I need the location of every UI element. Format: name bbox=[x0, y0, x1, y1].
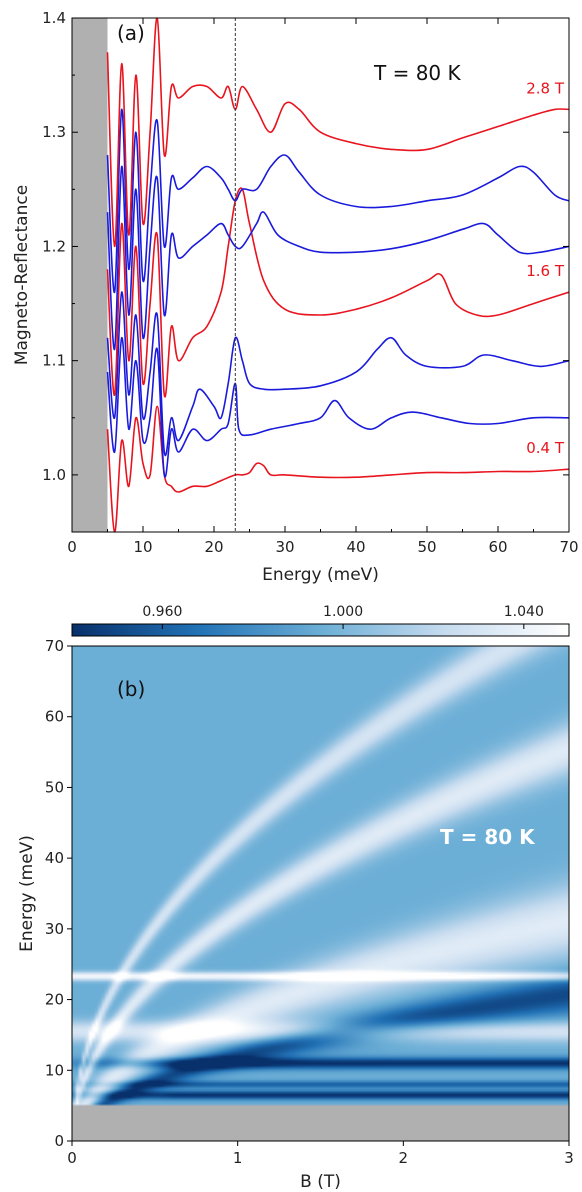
panel-a-series-labels: 2.8 T 1.6 T 0.4 T bbox=[526, 79, 565, 457]
panel-a-label: (a) bbox=[117, 21, 145, 45]
panel-a-series-6 bbox=[106, 18, 569, 248]
panel-a-series-group bbox=[106, 18, 569, 532]
panel-a-y-ticks: 1.0 1.1 1.2 1.3 1.4 bbox=[42, 9, 569, 484]
panel-b-y-tick-label: 20 bbox=[45, 991, 64, 1009]
panel-b-y-axis-label: Energy (meV) bbox=[17, 835, 37, 952]
panel-b-x-tick-label: 3 bbox=[564, 1149, 574, 1167]
panel-b-x-axis-label: B (T) bbox=[300, 1172, 341, 1192]
panel-a-series-0 bbox=[106, 405, 569, 532]
panel-a-shaded-region bbox=[72, 18, 108, 532]
panel-b-x-tick-label: 0 bbox=[67, 1149, 77, 1167]
panel-a-x-axis-label: Energy (meV) bbox=[262, 565, 379, 585]
panel-a-series-4 bbox=[106, 165, 569, 351]
panel-b-y-tick-label: 30 bbox=[45, 920, 64, 938]
panel-b-y-tick-label: 40 bbox=[45, 849, 64, 867]
panel-a-x-ticks: 0 10 20 30 40 50 60 70 bbox=[67, 18, 579, 556]
panel-b-y-tick-label: 70 bbox=[45, 637, 64, 655]
panel-b-y-tick-label: 50 bbox=[45, 778, 64, 796]
colorbar-tick-label: 1.000 bbox=[323, 604, 363, 620]
panel-b-frame bbox=[71, 645, 570, 1142]
panel-b-x-tick-label: 1 bbox=[233, 1149, 243, 1167]
panel-b-y-tick-label: 10 bbox=[45, 1061, 64, 1079]
panel-a-x-tick-label: 30 bbox=[275, 538, 294, 556]
panel-a-series-label: 2.8 T bbox=[526, 79, 565, 97]
panel-a-series-label: 1.6 T bbox=[526, 262, 565, 280]
panel-a-x-tick-label: 60 bbox=[488, 538, 507, 556]
panel-a-x-tick-label: 0 bbox=[67, 538, 77, 556]
panel-b-y-ticks: 0 10 20 30 40 50 60 70 bbox=[45, 637, 72, 1150]
panel-a-x-tick-label: 50 bbox=[417, 538, 436, 556]
panel-a-series-1 bbox=[106, 336, 569, 478]
panel-b-label: (b) bbox=[117, 677, 145, 701]
panel-a-x-tick-label: 40 bbox=[346, 538, 365, 556]
panel-a-y-axis-label: Magneto-Reflectance bbox=[12, 185, 32, 365]
heatmap-image bbox=[72, 646, 569, 1141]
panel-a-series-2 bbox=[106, 291, 569, 457]
panel-b-heatmap: 0.960 1.000 1.040 0 1 2 3 0 10 20 30 40 50 60 70 (b)… bbox=[17, 604, 574, 1192]
panel-a-frame bbox=[71, 17, 570, 533]
panel-b-x-ticks: 0 1 2 3 bbox=[67, 1141, 574, 1167]
panel-a-x-tick-label: 20 bbox=[204, 538, 223, 556]
panel-a-line-chart: 0 10 20 30 40 50 60 70 1.0 1.1 1.2 1.3 1.4 2.8 T 1.6… bbox=[12, 9, 579, 585]
panel-a-x-tick-label: 70 bbox=[559, 538, 578, 556]
panel-a-y-tick-label: 1.2 bbox=[42, 237, 66, 255]
panel-b-y-tick-label: 60 bbox=[45, 708, 64, 726]
panel-a-y-tick-label: 1.4 bbox=[42, 9, 66, 27]
colorbar-gradient bbox=[71, 623, 570, 637]
colorbar-ticks: 0.960 1.000 1.040 bbox=[142, 604, 544, 629]
panel-a-y-tick-label: 1.1 bbox=[42, 352, 66, 370]
panel-a-y-tick-label: 1.3 bbox=[42, 123, 66, 141]
panel-a-y-tick-label: 1.0 bbox=[42, 466, 66, 484]
colorbar: 0.960 1.000 1.040 bbox=[71, 604, 570, 637]
panel-a-temperature-annotation: T = 80 K bbox=[373, 61, 461, 85]
panel-a-x-tick-label: 10 bbox=[133, 538, 152, 556]
panel-b-temperature-annotation: T = 80 K bbox=[440, 825, 536, 849]
panel-a-series-3 bbox=[106, 187, 569, 398]
panel-b-x-tick-label: 2 bbox=[399, 1149, 409, 1167]
panel-a-series-label: 0.4 T bbox=[526, 439, 565, 457]
colorbar-tick-label: 1.040 bbox=[504, 604, 544, 620]
colorbar-tick-label: 0.960 bbox=[142, 604, 182, 620]
panel-b-y-tick-label: 0 bbox=[54, 1132, 64, 1150]
panel-a-series-5 bbox=[106, 108, 569, 293]
